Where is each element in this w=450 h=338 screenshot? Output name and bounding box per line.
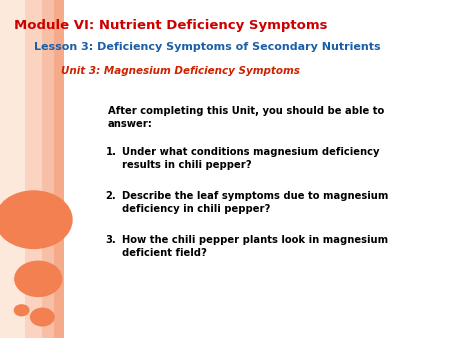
Bar (25, 0, 42, 338)
Circle shape (15, 261, 62, 296)
Text: Describe the leaf symptoms due to magnesium
deficiency in chili pepper?: Describe the leaf symptoms due to magnes… (122, 191, 388, 214)
Text: 3.: 3. (106, 235, 117, 245)
Circle shape (14, 305, 29, 316)
Text: How the chili pepper plants look in magnesium
deficient field?: How the chili pepper plants look in magn… (122, 235, 387, 258)
Text: Under what conditions magnesium deficiency
results in chili pepper?: Under what conditions magnesium deficien… (122, 147, 379, 170)
Circle shape (0, 191, 72, 248)
Text: Lesson 3: Deficiency Symptoms of Secondary Nutrients: Lesson 3: Deficiency Symptoms of Seconda… (34, 42, 380, 52)
Bar (0, 0, 25, 338)
Text: 1.: 1. (106, 147, 117, 157)
Bar (42, 0, 54, 338)
Text: 2.: 2. (106, 191, 117, 201)
Text: After completing this Unit, you should be able to
answer:: After completing this Unit, you should b… (108, 106, 384, 129)
Bar (54, 0, 64, 338)
Text: Unit 3: Magnesium Deficiency Symptoms: Unit 3: Magnesium Deficiency Symptoms (61, 66, 300, 76)
Circle shape (31, 308, 54, 326)
Text: Module VI: Nutrient Deficiency Symptoms: Module VI: Nutrient Deficiency Symptoms (14, 19, 327, 31)
